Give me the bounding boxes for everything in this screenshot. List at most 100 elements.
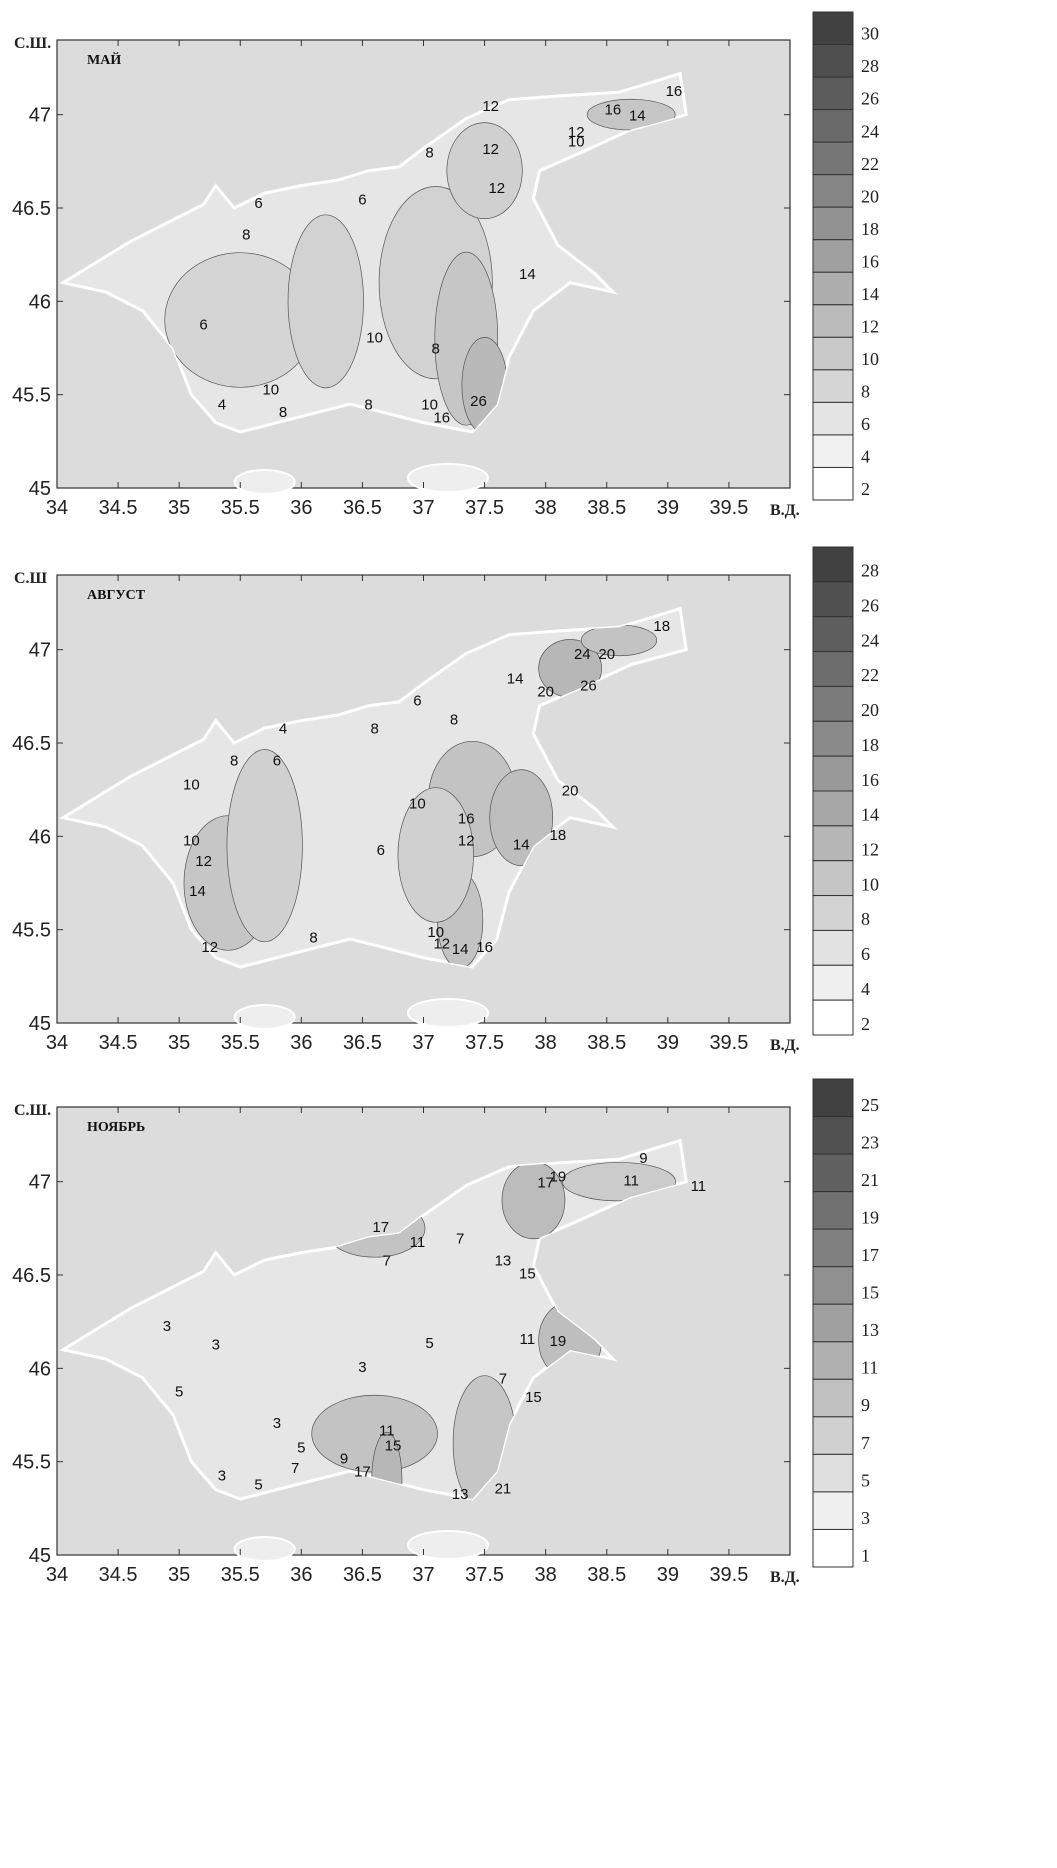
contour-label: 10	[568, 133, 585, 150]
legend-swatch	[812, 271, 854, 306]
contour-label: 6	[273, 752, 281, 769]
panel-title: МАЙ	[87, 51, 121, 68]
legend-swatch	[812, 581, 854, 618]
contour-label: 7	[499, 1370, 507, 1387]
contour-label: 13	[452, 1486, 469, 1503]
legend-swatch	[812, 720, 854, 757]
contour-band	[397, 787, 474, 923]
legend-label: 2	[861, 1014, 870, 1034]
contour-label: 20	[562, 782, 579, 799]
contour-label: 26	[580, 678, 597, 695]
contour-label: 3	[163, 1318, 171, 1335]
contour-label: 12	[458, 833, 475, 850]
legend-label: 14	[861, 284, 879, 304]
legend-swatch	[812, 174, 854, 208]
legend-label: 16	[861, 251, 879, 271]
legend-label: 24	[861, 121, 879, 141]
contour-band	[446, 122, 523, 220]
lon-tick-label: 34	[46, 497, 68, 519]
contour-label: 8	[370, 721, 378, 738]
contour-label: 8	[230, 752, 238, 769]
contour-label: 8	[450, 711, 458, 728]
legend-swatch	[812, 651, 854, 687]
legend-label: 20	[861, 700, 879, 720]
lon-tick-label: 39.5	[709, 497, 748, 519]
longitude-unit-label: В.Д.	[770, 1569, 800, 1586]
lon-tick-label: 38.5	[587, 1032, 626, 1054]
lon-tick-label: 34.5	[99, 497, 138, 519]
contour-label: 14	[513, 836, 530, 853]
legend-label: 15	[861, 1283, 879, 1303]
longitude-unit-label: В.Д.	[770, 502, 800, 519]
contour-label: 14	[629, 107, 646, 124]
contour-label: 3	[273, 1415, 281, 1432]
contour-label: 18	[550, 827, 567, 844]
legend-swatch	[812, 1191, 854, 1230]
contour-label: 19	[550, 1169, 567, 1186]
legend-label: 5	[861, 1470, 870, 1490]
contour-label: 6	[358, 191, 366, 208]
lon-tick-label: 35.5	[221, 1032, 260, 1054]
legend-label: 21	[861, 1170, 879, 1190]
contour-zones	[183, 624, 658, 967]
legend-label: 26	[861, 89, 879, 109]
contour-label: 17	[537, 1174, 554, 1191]
contour-label: 10	[183, 833, 200, 850]
lat-tick-label: 46.5	[12, 198, 51, 220]
lon-tick-label: 34.5	[99, 1032, 138, 1054]
legend-label: 2	[861, 479, 870, 499]
legend-label: 11	[861, 1358, 878, 1378]
contour-label: 7	[291, 1460, 299, 1477]
lon-tick-label: 34.5	[99, 1564, 138, 1586]
contour-label: 8	[279, 404, 287, 421]
land-outline	[406, 1530, 489, 1560]
lat-tick-label: 47	[29, 1172, 51, 1194]
legend-label: 30	[861, 24, 879, 44]
land-outline	[406, 463, 489, 493]
legend-swatch	[812, 1528, 854, 1568]
contour-label: 16	[605, 102, 622, 119]
legend-label: 8	[861, 909, 870, 929]
contour-label: 11	[379, 1423, 395, 1440]
contour-label: 8	[309, 930, 317, 947]
lon-tick-label: 39	[657, 497, 679, 519]
contour-band	[580, 624, 658, 657]
lat-tick-label: 45.5	[12, 1452, 51, 1474]
contour-label: 14	[507, 670, 524, 687]
legend-swatch	[812, 369, 854, 403]
legend: 28 26 24 22 20 18 16 14 12 10 8 6 4 2	[812, 546, 879, 1036]
legend-swatch	[812, 895, 854, 931]
contour-label: 12	[568, 124, 585, 141]
lon-tick-label: 34	[46, 1564, 68, 1586]
lon-tick-label: 38.5	[587, 497, 626, 519]
contour-label: 12	[482, 141, 499, 158]
legend-label: 26	[861, 595, 879, 615]
legend-swatch	[812, 755, 854, 792]
legend-swatch	[812, 1491, 854, 1530]
contour-label: 5	[425, 1335, 433, 1352]
lon-tick-label: 37	[412, 497, 434, 519]
legend-label: 23	[861, 1132, 879, 1152]
land-outline	[233, 1004, 296, 1030]
legend-swatch	[812, 825, 854, 862]
contour-band	[561, 1162, 676, 1202]
legend-label: 9	[861, 1395, 870, 1415]
contour-label: 6	[377, 842, 385, 859]
legend-swatch	[812, 929, 854, 966]
map-panel-2: АВГУСТ С.Ш В.Д. 34 34.5 35 35.5 36 36.5 37 37.5 38 3…	[12, 546, 879, 1054]
lon-tick-label: 36	[290, 1032, 312, 1054]
lon-tick-label: 37.5	[465, 1564, 504, 1586]
lon-tick-label: 38	[535, 1032, 557, 1054]
contour-label: 6	[199, 316, 207, 333]
land-outline	[233, 1536, 296, 1562]
lon-tick-label: 35	[168, 1032, 190, 1054]
longitude-unit-label: В.Д.	[770, 1037, 800, 1054]
latitude-unit-label: С.Ш	[14, 570, 48, 587]
lon-tick-label: 36	[290, 1564, 312, 1586]
contour-label: 4	[279, 721, 287, 738]
lat-tick-label: 45	[29, 478, 51, 500]
latitude-unit-label: С.Ш.	[14, 35, 51, 52]
lon-tick-label: 35	[168, 497, 190, 519]
contour-label: 20	[598, 646, 615, 663]
contour-label: 16	[458, 810, 475, 827]
